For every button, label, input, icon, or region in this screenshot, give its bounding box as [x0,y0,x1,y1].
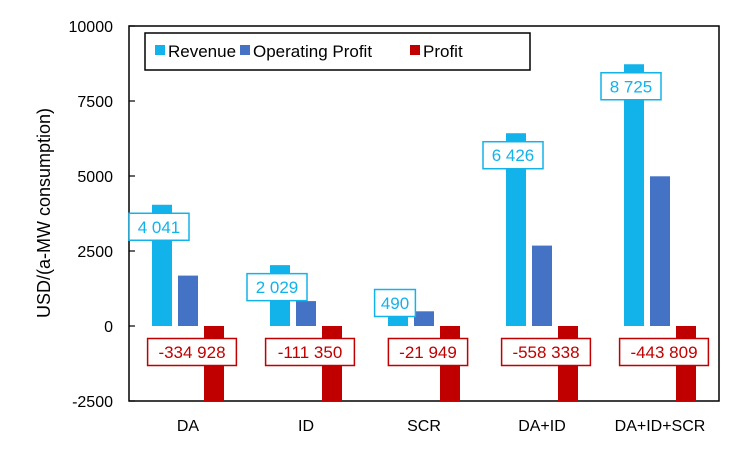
svg-text:-558 338: -558 338 [512,343,579,362]
revenue-data-label: 4 041 [128,212,190,242]
y-tick-label: -2500 [72,394,113,411]
revenue-legend-label: Revenue [168,42,236,61]
data-labels-layer: 4 041 -334 928 2 029 -111 350 490 -21 949 6 42… [128,72,710,367]
operating-profit-legend-swatch [240,45,250,55]
x-axis-ticks: DA ID SCR DA+ID DA+ID+SCR [177,418,705,435]
legend-box [144,32,531,71]
y-axis-ticks: -2500 0 2500 5000 7500 10000 [69,19,135,411]
x-tick-label: DA [177,418,200,435]
legend: Revenue Operating Profit Profit [144,32,531,71]
profit-data-label: -21 949 [387,337,469,367]
profit-data-label: -334 928 [146,337,238,367]
y-tick-label: 10000 [69,19,114,36]
svg-text:490: 490 [381,294,409,313]
operating-profit-legend-label: Operating Profit [253,42,372,61]
y-tick-label: 7500 [77,94,113,111]
operating-profit-bar [650,176,670,326]
x-tick-label: DA+ID+SCR [615,418,706,435]
revenue-data-label: 6 426 [482,140,544,170]
y-axis-title: USD/(a-MW consumption) [34,108,54,318]
operating-profit-bar [178,275,198,326]
svg-text:4 041: 4 041 [138,218,181,237]
revenue-data-label: 490 [373,288,417,318]
revenue-bar [506,133,526,326]
x-tick-label: ID [298,418,314,435]
revenue-legend-swatch [155,45,165,55]
profit-legend-swatch [410,45,420,55]
profit-data-label: -558 338 [500,337,592,367]
y-tick-label: 5000 [77,169,113,186]
y-tick-label: 2500 [77,244,113,261]
operating-profit-bar [532,245,552,326]
operating-profit-bar [414,311,434,326]
x-tick-label: DA+ID [518,418,566,435]
svg-text:-111 350: -111 350 [278,343,343,362]
revenue-bar [624,64,644,326]
operating-profit-bar [296,301,316,326]
svg-text:6 426: 6 426 [492,146,535,165]
svg-text:-334 928: -334 928 [158,343,225,362]
profit-data-label: -111 350 [264,337,356,367]
svg-text:-21 949: -21 949 [399,343,457,362]
svg-text:-443 809: -443 809 [630,343,697,362]
svg-text:8 725: 8 725 [610,77,653,96]
profit-legend-label: Profit [423,42,463,61]
revenue-data-label: 8 725 [600,72,662,101]
x-tick-label: SCR [407,418,441,435]
profit-data-label: -443 809 [618,337,710,367]
y-tick-label: 0 [104,319,113,336]
revenue-data-label: 2 029 [246,272,308,302]
svg-text:2 029: 2 029 [256,278,299,297]
